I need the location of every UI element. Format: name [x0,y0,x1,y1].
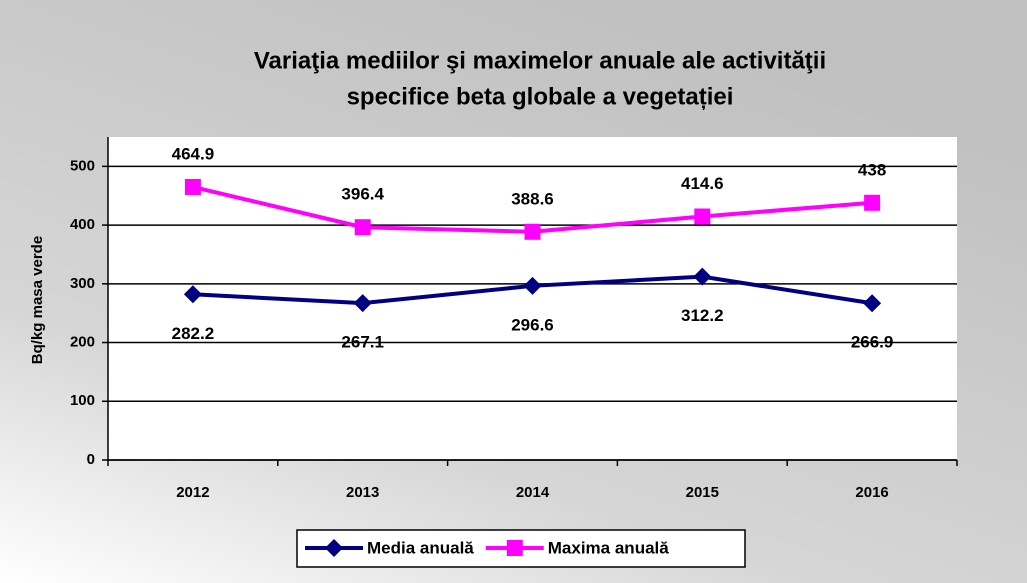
point [183,285,202,304]
data-label: 266.9 [851,333,894,352]
legend-label: Maxima anuală [548,538,669,557]
y-tick-label: 400 [70,216,95,233]
legend-marker [506,540,523,556]
data-label: 312.2 [681,306,724,325]
point [863,294,882,313]
y-tick-label: 0 [87,451,95,468]
legend-label: Media anuală [367,538,474,557]
y-tick-label: 200 [70,334,95,351]
point [864,194,881,211]
point [694,208,711,225]
chart-title: Variaţia mediilor şi maximelor anuale al… [254,47,826,74]
data-label: 414.6 [681,174,724,193]
point [184,178,201,195]
x-tick-label: 2013 [346,484,379,501]
x-tick-label: 2014 [516,484,550,501]
chart-title: specifice beta globale a vegetației [347,83,734,110]
data-label: 296.6 [511,315,554,334]
y-tick-label: 500 [70,157,95,174]
data-label: 267.1 [341,333,384,352]
point [693,267,712,286]
y-axis-label: Bq/kg masa verde [29,236,46,364]
point [354,219,371,236]
x-tick-label: 2012 [176,484,209,501]
data-label: 396.4 [341,185,384,204]
data-label: 388.6 [511,189,554,208]
y-tick-label: 100 [70,392,95,409]
data-label: 282.2 [172,324,215,343]
x-tick-label: 2015 [686,484,719,501]
point [353,294,372,313]
x-tick-label: 2016 [855,484,888,501]
data-label: 438 [858,160,886,179]
point [524,223,541,240]
data-label: 464.9 [172,144,215,163]
legend-marker [325,539,343,557]
y-tick-label: 300 [70,275,95,292]
legend [296,529,746,568]
point [523,276,542,295]
